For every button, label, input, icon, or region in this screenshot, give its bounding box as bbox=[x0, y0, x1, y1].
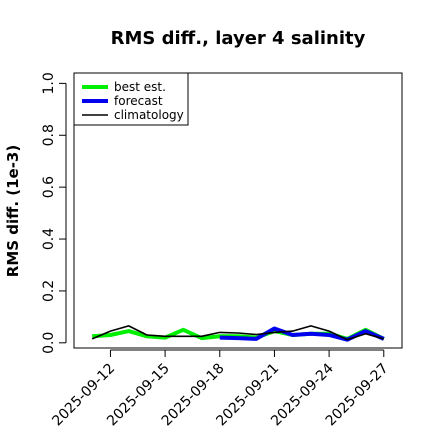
legend-label: forecast bbox=[114, 94, 163, 108]
y-tick-label: 0.6 bbox=[41, 176, 57, 198]
x-axis: 2025-09-122025-09-152025-09-182025-09-21… bbox=[49, 349, 392, 429]
y-axis: 0.0 0.2 0.4 0.6 0.8 1.0 bbox=[41, 72, 67, 354]
y-tick-label: 0.8 bbox=[41, 124, 57, 146]
y-tick-label: 0.2 bbox=[41, 280, 57, 302]
y-tick-label: 1.0 bbox=[41, 72, 57, 94]
plot-frame bbox=[73, 72, 403, 349]
series-layer bbox=[91, 325, 385, 342]
y-tick-label: 0.4 bbox=[41, 228, 57, 250]
series-line-climatology bbox=[91, 325, 385, 341]
y-axis-label: RMS diff. (1e-3) bbox=[4, 145, 22, 277]
legend-label: climatology bbox=[114, 108, 184, 122]
chart-title: RMS diff., layer 4 salinity bbox=[111, 28, 366, 49]
legend-label: best est. bbox=[114, 80, 166, 94]
series-line-forecast bbox=[219, 326, 385, 342]
y-tick-label: 0.0 bbox=[41, 332, 57, 354]
